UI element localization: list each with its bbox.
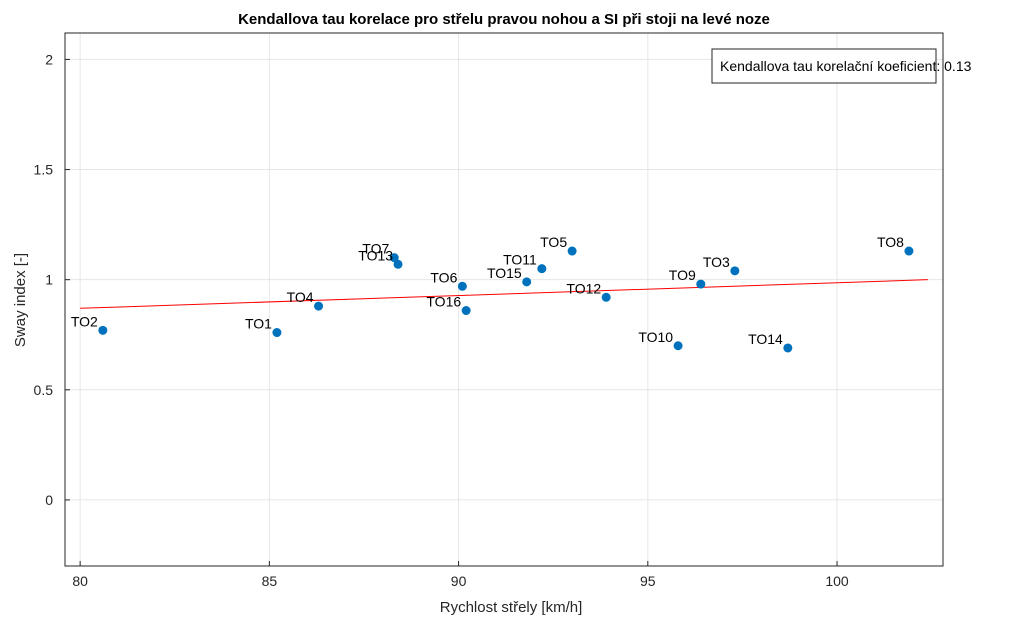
data-point (393, 259, 403, 269)
x-tick-label: 90 (451, 573, 467, 589)
point-label: TO5 (540, 234, 567, 250)
point-label: TO10 (638, 329, 673, 345)
x-tick-label: 80 (72, 573, 88, 589)
x-tick-label: 100 (825, 573, 849, 589)
point-labels: TO1 TO2 TO3 TO4 TO5 TO6 TO7 TO8 TO9 TO10 TO11 TO12 T… (71, 234, 904, 347)
x-tick-label: 95 (640, 573, 656, 589)
point-label: TO8 (877, 234, 904, 250)
data-point (537, 264, 547, 274)
y-tick-label: 1.5 (34, 162, 54, 178)
data-point (567, 246, 577, 256)
data-point (673, 341, 683, 351)
data-point (98, 325, 108, 335)
y-tick-label: 0 (45, 492, 53, 508)
data-point (461, 306, 471, 316)
data-point (696, 279, 706, 289)
tick-labels: 80 85 90 95 100 0 0.5 1 1.5 2 (34, 51, 849, 589)
point-label: TO6 (430, 269, 457, 285)
data-point (783, 343, 793, 353)
point-label: TO2 (71, 313, 98, 329)
plot-frame (64, 32, 944, 567)
point-label: TO16 (426, 294, 461, 310)
x-axis-label: Rychlost střely [km/h] (440, 599, 583, 616)
point-label: TO1 (245, 316, 272, 332)
data-point (730, 266, 740, 276)
axes (64, 32, 944, 567)
legend-text: Kendallova tau korelační koeficient: 0.1… (720, 58, 972, 74)
y-axis-label: Sway index [-] (12, 253, 29, 347)
data-point (314, 301, 324, 311)
point-label: TO11 (503, 252, 537, 268)
data-point (272, 328, 282, 338)
point-label: TO14 (748, 331, 783, 347)
legend-box (711, 48, 937, 84)
legend: Kendallova tau korelační koeficient: 0.1… (711, 48, 972, 84)
y-tick-label: 0.5 (34, 382, 54, 398)
data-point (601, 292, 611, 302)
point-label: TO13 (358, 247, 393, 263)
point-label: TO4 (287, 289, 314, 305)
y-tick-label: 1 (45, 272, 53, 288)
data-point (457, 281, 467, 291)
fit-line-group (80, 279, 928, 309)
point-label: TO15 (487, 265, 522, 281)
point-label: TO12 (566, 280, 601, 296)
data-points (98, 246, 914, 353)
point-label: TO3 (703, 254, 730, 270)
data-point (904, 246, 914, 256)
data-point (389, 253, 399, 263)
point-label: TO7 (362, 241, 389, 257)
grid (65, 33, 943, 566)
point-label: TO9 (669, 267, 696, 283)
x-tick-label: 85 (262, 573, 278, 589)
chart-title: Kendallova tau korelace pro střelu pravo… (238, 11, 770, 28)
fit-line (80, 279, 928, 309)
data-point (522, 277, 532, 287)
y-tick-label: 2 (45, 51, 53, 67)
